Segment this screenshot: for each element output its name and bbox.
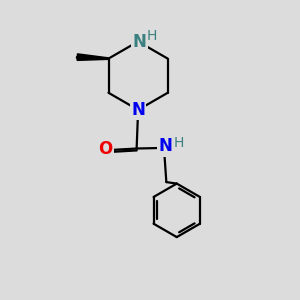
Text: N: N: [131, 101, 145, 119]
Text: N: N: [133, 32, 146, 50]
Text: O: O: [98, 140, 112, 158]
Polygon shape: [77, 54, 109, 60]
Text: N: N: [158, 137, 172, 155]
Text: H: H: [147, 29, 157, 44]
Text: H: H: [174, 136, 184, 150]
